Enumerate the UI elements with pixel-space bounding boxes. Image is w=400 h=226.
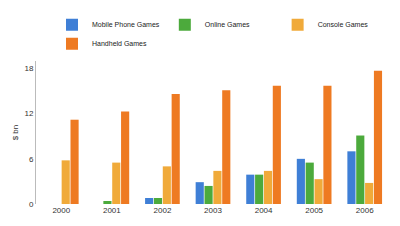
svg-text:18: 18	[24, 64, 33, 73]
svg-text:0: 0	[29, 200, 34, 209]
svg-text:Mobile Phone Games: Mobile Phone Games	[92, 21, 160, 28]
svg-text:6: 6	[29, 155, 34, 164]
svg-text:Online Games: Online Games	[205, 21, 250, 28]
svg-text:2001: 2001	[103, 206, 121, 215]
svg-text:12: 12	[24, 109, 33, 118]
svg-text:2005: 2005	[305, 206, 323, 215]
svg-text:2002: 2002	[154, 206, 172, 215]
svg-text:2003: 2003	[204, 206, 222, 215]
svg-text:Handheld Games: Handheld Games	[92, 40, 147, 47]
svg-text:2000: 2000	[52, 206, 70, 215]
svg-text:Console Games: Console Games	[318, 21, 369, 28]
svg-text:$ bn: $ bn	[11, 125, 20, 141]
svg-text:2004: 2004	[255, 206, 273, 215]
svg-text:2006: 2006	[356, 206, 374, 215]
